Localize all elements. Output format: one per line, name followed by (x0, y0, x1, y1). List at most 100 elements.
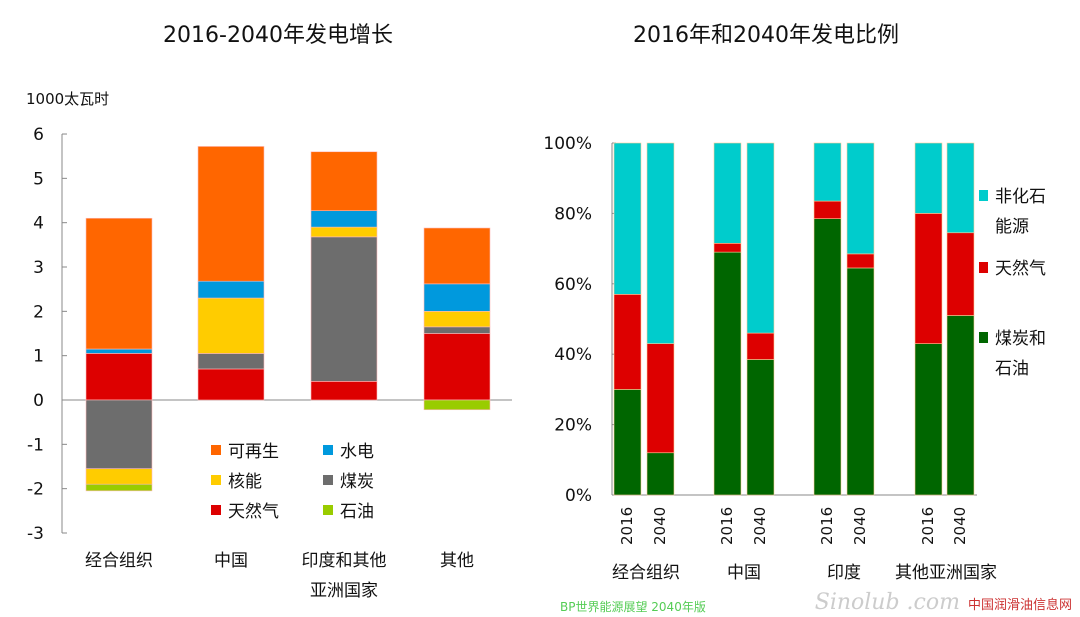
x-tick-label-year: 2040 (951, 507, 969, 545)
bar-segment-天然气 (310, 381, 378, 401)
bar-segment-天然气 (423, 333, 491, 401)
bar-segment-煤炭和石油 (746, 359, 775, 496)
bar-segment-天然气 (813, 200, 842, 219)
legend-label: 石油 (995, 359, 1029, 379)
bar-segment-可再生 (85, 217, 153, 350)
y-tick-label: -1 (27, 435, 44, 455)
group-label: 中国 (727, 563, 761, 583)
x-tick-label-year: 2016 (618, 507, 636, 545)
bar-segment-非化石能源 (846, 142, 875, 255)
y-tick-label: 6 (33, 125, 44, 145)
bar-segment-水电 (310, 210, 378, 228)
bar-segment-天然气 (914, 213, 943, 344)
x-tick-label: 中国 (214, 551, 248, 571)
y-tick-label: 4 (33, 214, 44, 234)
bar-segment-天然气 (713, 243, 742, 253)
bar-segment-可再生 (423, 227, 491, 285)
legend-swatch (323, 505, 333, 515)
bar-segment-核能 (85, 468, 153, 485)
y-tick-label: 20% (554, 416, 592, 436)
watermark: Sinolub .com 中国润滑油信息网 (815, 590, 1072, 615)
legend-swatch (979, 262, 988, 273)
legend-label: 煤炭 (340, 472, 374, 492)
bar-segment-可再生 (310, 151, 378, 212)
y-tick-label: 40% (554, 345, 592, 365)
bar-segment-非化石能源 (946, 142, 975, 234)
bar-segment-核能 (197, 297, 265, 354)
bar-segment-天然气 (646, 343, 675, 454)
x-tick-label-year: 2016 (718, 507, 736, 545)
bar-segment-煤炭 (423, 326, 491, 334)
x-tick-label-year: 2016 (919, 507, 937, 545)
legend-label: 水电 (340, 442, 374, 462)
bar-segment-煤炭和石油 (613, 389, 642, 496)
bar-segment-可再生 (197, 146, 265, 282)
bar-segment-非化石能源 (713, 142, 742, 244)
legend-label: 核能 (228, 472, 262, 492)
y-tick-label: 2 (33, 302, 44, 322)
legend-label: 可再生 (228, 442, 279, 462)
bar-segment-煤炭和石油 (646, 452, 675, 496)
y-tick-label: 100% (543, 134, 592, 154)
legend-label: 石油 (340, 502, 374, 522)
bar-segment-石油 (85, 483, 153, 492)
legend-label: 非化石 (995, 187, 1046, 207)
bar-segment-非化石能源 (646, 142, 675, 344)
x-tick-label: 其他 (440, 551, 474, 571)
y-tick-label: -3 (27, 524, 44, 544)
legend-label: 煤炭和 (995, 329, 1046, 349)
bar-segment-非化石能源 (746, 142, 775, 334)
legend-label: 天然气 (995, 259, 1046, 279)
bar-segment-煤炭和石油 (914, 343, 943, 496)
y-tick-label: -2 (27, 480, 44, 500)
x-tick-label-year: 2040 (851, 507, 869, 545)
legend-swatch (211, 475, 221, 485)
bar-segment-煤炭和石油 (846, 267, 875, 496)
legend-swatch (211, 505, 221, 515)
bar-segment-天然气 (613, 294, 642, 390)
bar-segment-煤炭和石油 (713, 251, 742, 496)
bar-segment-水电 (197, 280, 265, 299)
watermark-site: 中国润滑油信息网 (967, 598, 1072, 613)
y-tick-label: 1 (33, 347, 44, 367)
x-tick-label: 亚洲国家 (310, 581, 378, 601)
bar-segment-非化石能源 (813, 142, 842, 202)
legend-swatch (979, 190, 988, 201)
bar-segment-非化石能源 (914, 142, 943, 214)
legend-swatch (979, 332, 988, 343)
source-note: BP世界能源展望 2040年版 (560, 600, 706, 614)
bar-segment-煤炭和石油 (813, 218, 842, 496)
y-axis-label: 1000太瓦时 (26, 90, 109, 108)
bar-segment-天然气 (197, 368, 265, 401)
y-tick-label: 5 (33, 169, 44, 189)
bar-segment-水电 (423, 283, 491, 312)
group-label: 其他亚洲国家 (895, 563, 997, 583)
bar-segment-煤炭 (197, 353, 265, 370)
bar-segment-天然气 (846, 253, 875, 269)
x-tick-label: 印度和其他 (302, 551, 387, 571)
x-tick-label-year: 2040 (651, 507, 669, 545)
legend-label: 天然气 (228, 502, 279, 522)
bar-segment-煤炭 (310, 236, 378, 382)
bar-segment-天然气 (85, 353, 153, 401)
chart-title: 2016-2040年发电增长 (163, 23, 393, 48)
legend-label: 能源 (995, 217, 1029, 237)
bar-segment-核能 (310, 226, 378, 238)
bar-segment-煤炭 (85, 399, 153, 470)
generation-share-chart: 2016年和2040年发电比例 0% 20% 40% 60% 80% 100% 2016 204… (543, 23, 1046, 583)
bar-segment-石油 (423, 399, 491, 411)
y-tick-label: 3 (33, 258, 44, 278)
bar-segment-非化石能源 (613, 142, 642, 295)
group-label: 印度 (827, 563, 861, 583)
bar-segment-煤炭和石油 (946, 315, 975, 496)
legend-swatch (323, 445, 333, 455)
group-label: 经合组织 (612, 563, 680, 583)
legend-swatch (211, 445, 221, 455)
bar-segment-水电 (85, 348, 153, 354)
generation-growth-chart: 2016-2040年发电增长 1000太瓦时 6 5 4 3 2 1 0 -1 -2 -3 经合组织 中国… (26, 23, 512, 601)
y-tick-label: 0% (565, 486, 592, 506)
x-tick-label-year: 2016 (818, 507, 836, 545)
y-tick-label: 60% (554, 275, 592, 295)
chart-title: 2016年和2040年发电比例 (633, 23, 899, 48)
x-tick-label-year: 2040 (751, 507, 769, 545)
